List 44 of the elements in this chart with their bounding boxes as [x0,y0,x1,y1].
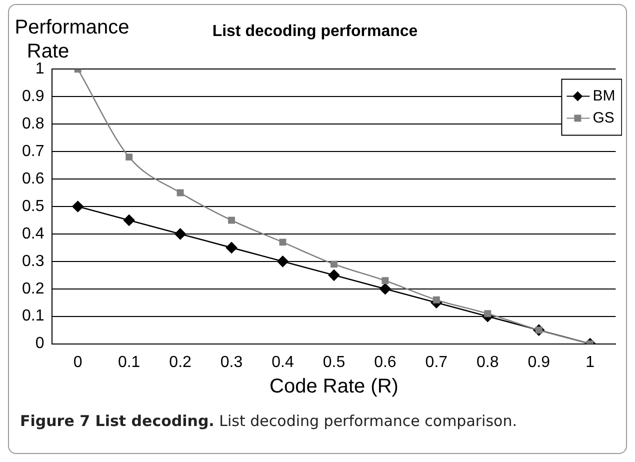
y-tick-label: 0.8 [22,116,44,133]
point [277,256,288,268]
y-tick-label: 0.1 [22,308,44,325]
point [126,154,133,161]
y-tick-label: 0 [35,335,44,352]
point [226,242,238,254]
y-tick-label: 0.3 [22,252,44,270]
x-tick-label: 0.8 [476,354,499,371]
x-tick-label: 0.9 [528,354,550,371]
y-tick-label: 0.2 [22,280,44,298]
y-tick-label: 1 [35,60,44,78]
y-axis-title: Performance Rate [14,16,130,63]
x-tick-label: 0.6 [374,354,396,371]
x-tick-label: 1 [586,354,595,371]
text: List decoding performance comparison. [218,412,517,430]
point [328,270,340,281]
x-axis-title: Code Rate (R) [270,376,398,398]
x-tick-label: 0.2 [169,354,192,371]
point [330,260,338,268]
point [484,310,492,318]
point [72,200,84,212]
point [380,283,391,295]
x-tick-label: 0.5 [322,354,346,371]
legend-label: GS [592,109,614,126]
point [228,216,236,224]
x-tick-label: 0.7 [425,354,448,371]
point [123,214,135,226]
x-tick-label: 0.4 [272,354,294,371]
point [176,189,184,196]
y-tick-label: 0.5 [22,198,44,215]
caption: Figure 7 List decoding. [20,412,214,430]
point [382,277,389,284]
y-tick-label: 0.9 [22,88,44,106]
y-tick-label: 0.7 [22,142,44,160]
chart-title: List decoding performance [212,23,418,40]
x-tick-label: 0.3 [220,354,243,371]
legend-label: BM [592,87,616,104]
x-tick-label: 0.1 [118,354,140,371]
point [432,296,440,304]
y-tick-label: 0.6 [22,170,44,188]
y-tick-label: 0.4 [22,225,44,242]
point [279,238,286,246]
point [174,228,186,240]
x-tick-label: 0 [73,354,82,371]
